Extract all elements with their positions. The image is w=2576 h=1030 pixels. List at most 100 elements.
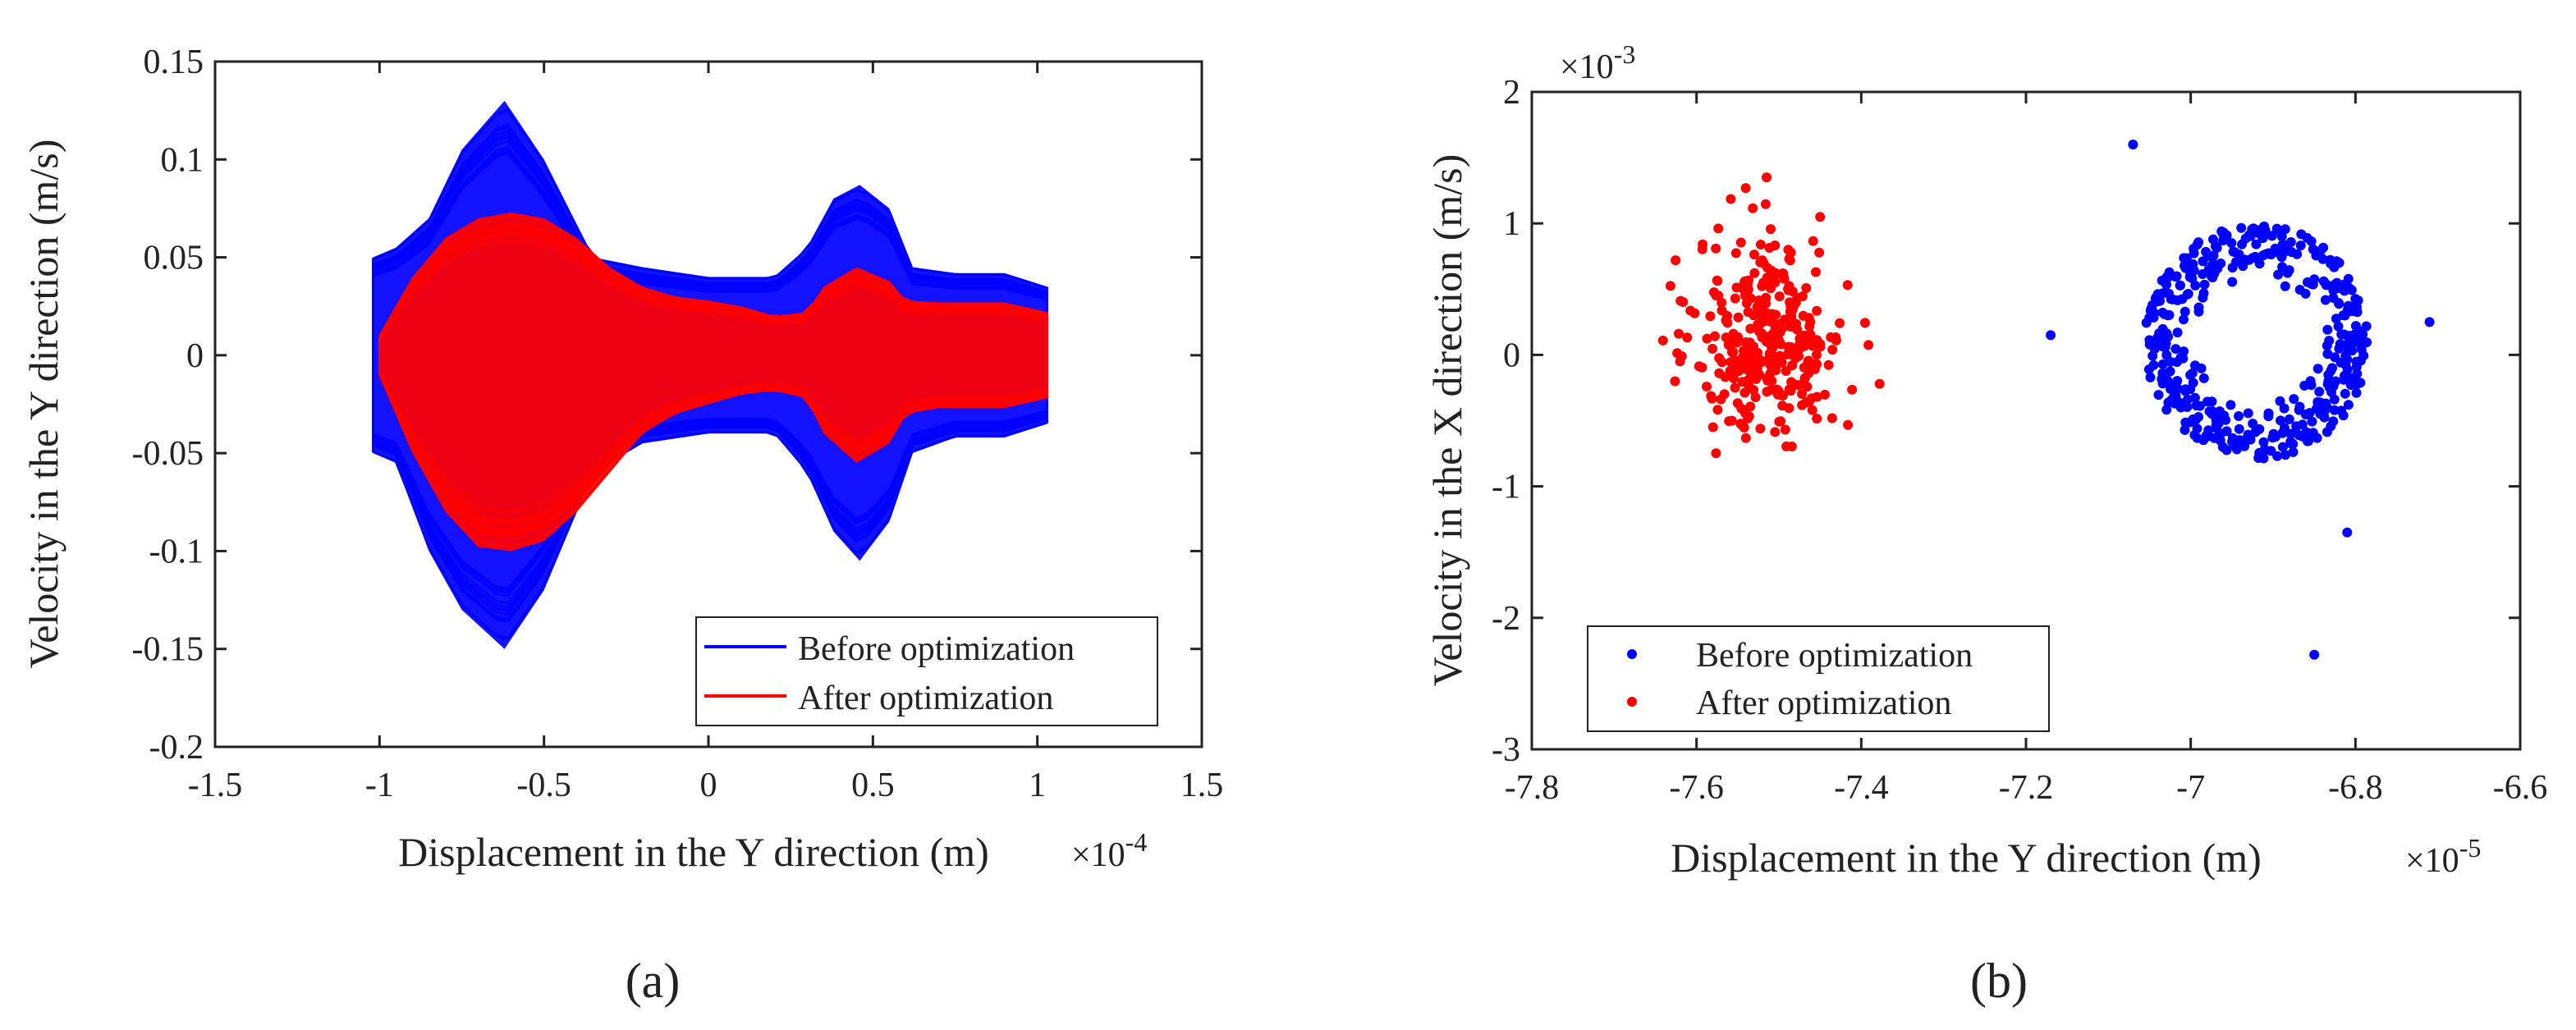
panel-a-y-tick-label: -0.2: [149, 729, 204, 767]
panel-b-data-point: [2163, 272, 2174, 282]
panel-b-data-point: [1797, 389, 1807, 399]
panel-b-data-point: [1743, 341, 1753, 351]
panel-b-data-point: [1820, 389, 1830, 400]
panel-b-data-point: [1665, 281, 1675, 291]
panel-b-data-point: [1784, 384, 1794, 395]
panel-b-data-point: [2207, 409, 2217, 419]
panel-b-data-point: [2350, 373, 2361, 384]
panel-b-data-point: [2279, 403, 2290, 414]
panel-b-data-point: [1697, 244, 1707, 254]
panel-b-data-point: [2312, 364, 2323, 374]
panel-b-data-point: [2218, 227, 2229, 238]
panel-b-outlier-point: [1815, 212, 1826, 222]
panel-b-data-point: [1827, 413, 1837, 423]
panel-b-data-point: [2277, 262, 2288, 272]
panel-b-data-point: [2312, 403, 2322, 414]
panel-b-data-point: [1771, 309, 1781, 320]
panel-b-x-tick-label: -6.8: [2328, 769, 2383, 807]
panel-b-data-point: [1778, 269, 1789, 280]
panel-b-data-point: [1730, 293, 1740, 304]
panel-b-data-point: [2179, 346, 2189, 357]
panel-b-data-point: [2175, 280, 2185, 291]
panel-b-data-point: [2330, 352, 2340, 363]
panel-b-y-tick-label: 2: [1503, 74, 1520, 112]
panel-b-y-axis-label: Velocity in the X direction (m/s): [1424, 154, 1470, 686]
panel-b-data-point: [2280, 281, 2290, 291]
panel-b-data-point: [2147, 300, 2157, 310]
panel-b-data-point: [2170, 344, 2181, 355]
panel-b-data-point: [2251, 239, 2262, 249]
panel-b-data-point: [1707, 343, 1718, 354]
panel-b-data-point: [1697, 362, 1707, 373]
panel-b-data-point: [2203, 425, 2214, 436]
panel-b-data-point: [2217, 442, 2228, 452]
panel-b-data-point: [1778, 391, 1788, 401]
panel-b-data-point: [1767, 343, 1778, 354]
panel-b-data-point: [2216, 428, 2226, 439]
panel-b-data-point: [2153, 390, 2164, 401]
panel-b-data-point: [2175, 402, 2186, 413]
panel-b-data-point: [2334, 258, 2345, 268]
panel-a-caption: (a): [626, 954, 681, 1008]
panel-b-data-point: [2189, 392, 2200, 403]
panel-b-data-point: [2312, 433, 2322, 443]
panel-b-data-point: [2331, 314, 2341, 324]
panel-b-data-point: [2227, 277, 2238, 287]
panel-b-data-point: [2198, 373, 2209, 383]
panel-b-data-point: [2245, 231, 2256, 241]
panel-a-legend-after-label: After optimization: [798, 680, 1053, 717]
panel-b-data-point: [1707, 393, 1717, 404]
panel-b-data-point: [2234, 423, 2244, 434]
panel-b-data-point: [2236, 222, 2247, 233]
panel-b-outlier-point: [2309, 649, 2320, 660]
panel-b-data-point: [2338, 410, 2349, 421]
panel-b-data-point: [2162, 310, 2173, 321]
panel-b-data-point: [1749, 249, 1759, 260]
panel-b-data-point: [1730, 248, 1741, 259]
panel-b-data-point: [1804, 338, 1815, 349]
panel-b-data-point: [1785, 322, 1796, 332]
panel-b-data-point: [1714, 353, 1725, 364]
panel-b-data-point: [2291, 421, 2302, 432]
panel-b-data-point: [2314, 387, 2325, 397]
panel-a-x-axis-label: Displacement in the Y direction (m): [398, 829, 989, 875]
panel-a-y-tick-label: 0.05: [144, 240, 204, 277]
panel-b-data-point: [1730, 382, 1740, 393]
panel-b-data-point: [2334, 299, 2345, 309]
panel-b-data-point: [1711, 448, 1721, 459]
panel-b-data-point: [2190, 414, 2201, 425]
panel-b-data-point: [2181, 253, 2192, 263]
panel-b-data-point: [2172, 327, 2183, 338]
panel-b-outlier-point: [1762, 172, 1772, 183]
panel-b-data-point: [2147, 350, 2158, 361]
panel-b-data-point: [1744, 349, 1754, 359]
panel-b-data-point: [1774, 416, 1785, 427]
panel-b-data-point: [2172, 376, 2183, 386]
panel-b-data-point: [1740, 183, 1751, 194]
panel-b-data-point: [1775, 318, 1785, 329]
panel-b-x-tick-label: -6.6: [2493, 769, 2548, 807]
panel-b-data-point: [1784, 403, 1794, 414]
panel-b-data-point: [2272, 451, 2283, 461]
panel-b-data-point: [2284, 414, 2294, 424]
panel-b-data-point: [2273, 269, 2284, 280]
panel-b-data-point: [1741, 298, 1752, 309]
panel-a-series-after: [378, 212, 1048, 552]
panel-b-x-tick-label: -7.8: [1505, 769, 1560, 807]
panel-b-x-tick-label: -7.6: [1669, 769, 1724, 807]
panel-b-y-multiplier: ×10-3: [1560, 39, 1635, 86]
panel-b-series-after: [1657, 172, 1885, 459]
panel-b-data-point: [1712, 276, 1723, 286]
panel-a-y-tick-label: -0.1: [149, 533, 204, 570]
panel-b-data-point: [2334, 343, 2345, 354]
panel-b-outlier-point: [1675, 356, 1685, 367]
panel-b-data-point: [1682, 332, 1693, 343]
panel-b-data-point: [2306, 380, 2317, 391]
panel-b-data-point: [2321, 398, 2331, 409]
panel-b-data-point: [1702, 382, 1712, 391]
panel-b-data-point: [1763, 276, 1774, 286]
panel-b-data-point: [2165, 366, 2175, 377]
panel-b-data-point: [2180, 260, 2189, 271]
panel-b-data-point: [2203, 251, 2214, 261]
panel-b-data-point: [1799, 373, 1810, 383]
